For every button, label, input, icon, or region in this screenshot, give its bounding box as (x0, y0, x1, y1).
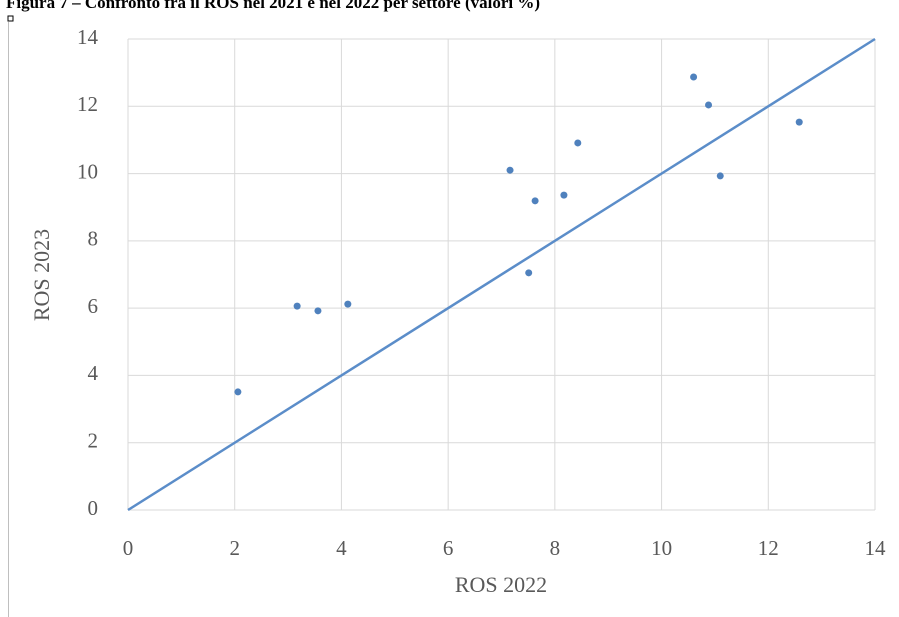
scatter-point (531, 197, 539, 205)
y-tick-label: 12 (77, 92, 98, 116)
x-tick-label: 4 (336, 536, 347, 560)
scatter-point (574, 139, 582, 147)
x-tick-label: 2 (229, 536, 240, 560)
y-tick-label: 6 (88, 294, 99, 318)
reference-line (127, 37, 876, 512)
scatter-point (506, 166, 514, 174)
x-tick-label: 12 (758, 536, 779, 560)
y-tick-label: 14 (77, 25, 99, 49)
scatter-point (560, 191, 568, 199)
anchor-marker (7, 15, 14, 22)
chart-title: Figura 7 – Confronto fra il ROS nel 2021… (6, 0, 540, 12)
y-tick-label: 8 (88, 227, 99, 251)
x-tick-label: 8 (550, 536, 561, 560)
y-tick-label: 2 (88, 429, 99, 453)
scatter-point (690, 73, 698, 81)
y-axis-title: ROS 2023 (29, 229, 54, 321)
scatter-point (344, 300, 352, 308)
x-axis-title: ROS 2022 (455, 572, 547, 597)
scatter-point (705, 101, 713, 109)
x-tick-label: 14 (865, 536, 887, 560)
scatter-point (525, 269, 533, 277)
y-tick-label: 0 (88, 496, 99, 520)
y-tick-label: 4 (88, 361, 99, 385)
scatter-point (795, 118, 803, 126)
scatter-point (234, 388, 242, 396)
scatter-point (293, 302, 301, 310)
scatter-point (716, 172, 724, 180)
scatter-point (314, 307, 322, 315)
x-tick-label: 10 (651, 536, 672, 560)
y-tick-label: 10 (77, 159, 98, 183)
x-tick-label: 6 (443, 536, 454, 560)
x-tick-label: 0 (123, 536, 134, 560)
